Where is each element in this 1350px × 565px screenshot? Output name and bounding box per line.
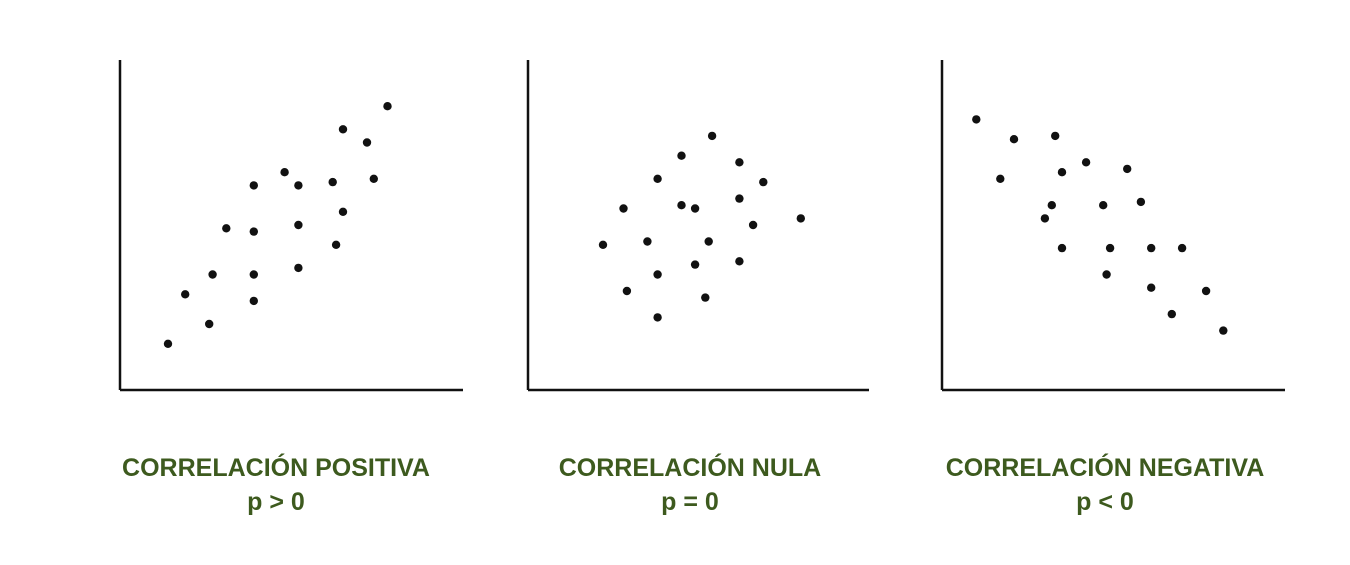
scatter-point [748,220,758,230]
chart-subtitle: p < 0 [1076,488,1134,516]
points-group [598,131,805,322]
scatter-point [1102,270,1111,279]
scatter-point [362,138,372,147]
scatter-point [1201,286,1211,296]
scatter-point [622,286,632,296]
scatter-point [280,168,289,177]
scatter-point [704,237,713,246]
scatter-point [294,220,303,230]
scatter-point [653,174,662,183]
scatter-point [759,177,768,187]
scatter-point [1105,243,1115,253]
scatter-point [181,290,190,299]
scatter-point [1123,164,1132,174]
scatter-point [294,263,303,273]
chart-subtitle: p = 0 [661,488,719,516]
scatter-point [1040,214,1050,223]
chart-subtitle: p > 0 [247,488,305,516]
scatter-point [972,115,981,124]
scatter-point [249,227,258,236]
scatter-point [701,293,710,302]
scatter-point [619,204,628,213]
scatter-point [222,224,231,233]
scatter-point [735,158,744,167]
scatter-point [1147,243,1156,253]
chart-title: CORRELACIÓN POSITIVA [122,452,430,482]
scatter-point [1136,197,1146,207]
scatter-point [328,177,337,187]
panel-negative: CORRELACIÓN NEGATIVA p < 0 [940,60,1285,516]
scatter-point [735,194,744,203]
scatter-point [1177,243,1187,253]
scatter-point [1147,283,1156,292]
scatter-point [653,313,662,322]
scatter-point [249,270,258,279]
scatter-point [1167,309,1177,319]
panel-positive: CORRELACIÓN POSITIVA p > 0 [118,60,463,516]
scatter-point [338,125,348,134]
scatter-point [331,240,341,249]
scatter-point [796,214,805,223]
scatter-point [369,174,378,183]
points-group [972,115,1228,335]
scatter-point [677,151,686,160]
scatter-point [653,270,662,279]
scatter-point [1099,201,1108,210]
scatter-point [598,240,608,249]
chart-title: CORRELACIÓN NULA [559,452,822,482]
scatter-point [690,204,700,213]
scatter-point [383,102,392,111]
scatter-point [1009,135,1019,144]
scatter-point [338,207,348,216]
scatter-point [690,260,700,269]
scatter-point [205,319,214,329]
scatter-point [163,339,173,348]
scatter-point [1057,243,1067,253]
scatter-point [735,257,744,266]
scatter-point [677,201,686,210]
scatter-point [249,296,258,306]
scatter-point [208,270,217,279]
scatter-point [1057,168,1067,177]
scatter-point [249,181,258,190]
points-group [163,102,392,348]
scatter-point [643,237,652,246]
scatter-point [996,174,1005,183]
panel-null: CORRELACIÓN NULA p = 0 [526,60,869,516]
scatter-point [1051,131,1060,141]
chart-title: CORRELACIÓN NEGATIVA [946,452,1265,482]
scatter-point [1047,201,1057,210]
scatter-point [707,131,717,141]
scatter-point [1081,158,1091,167]
scatter-point [294,181,303,190]
scatter-point [1219,326,1228,335]
